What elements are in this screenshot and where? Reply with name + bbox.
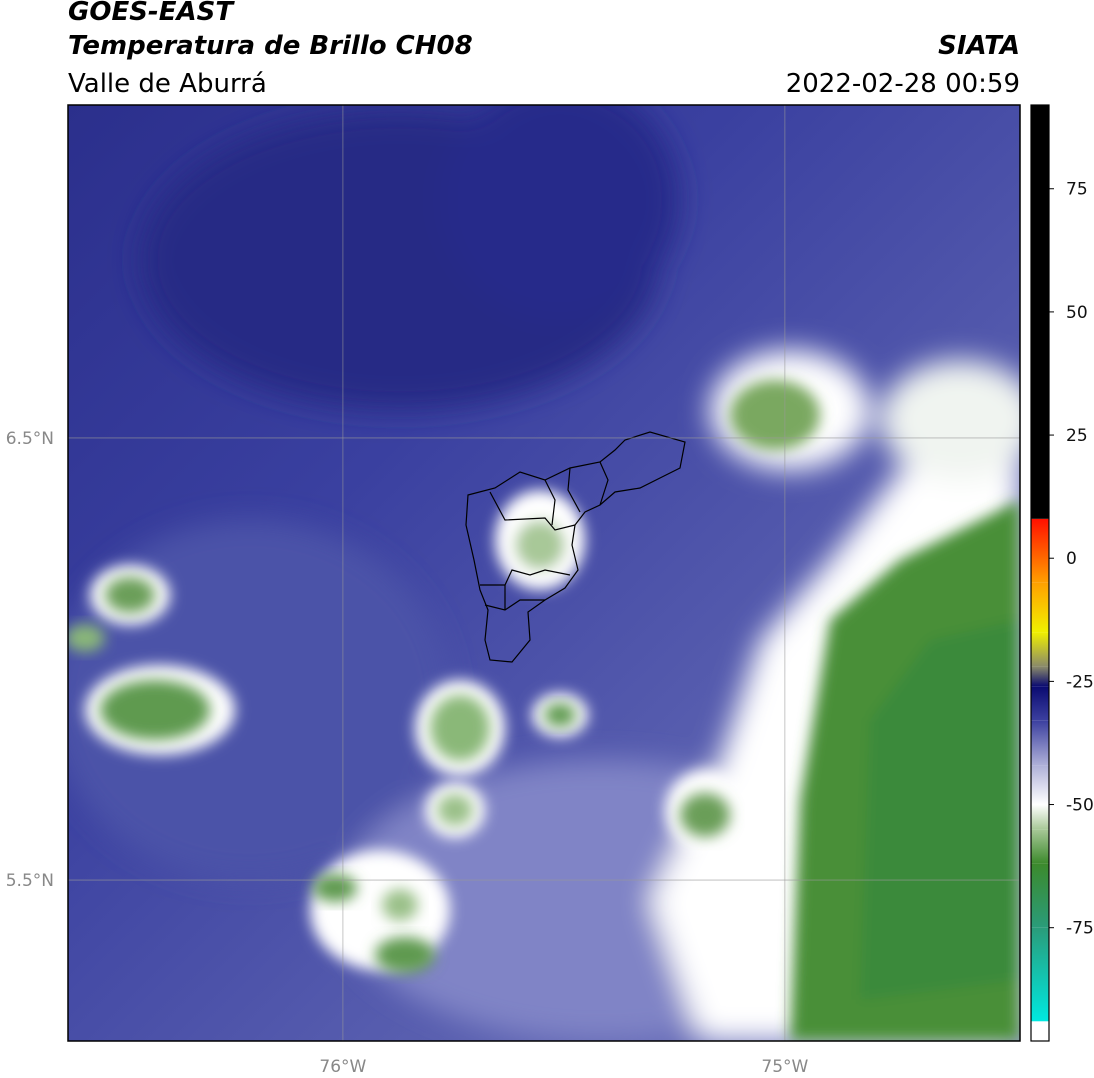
colorbar-segment [1031, 686, 1049, 721]
colorbar-segment [1031, 863, 1049, 928]
source: SIATA [938, 31, 1020, 61]
colorbar-segment [1031, 720, 1049, 766]
colorbar-tick-label: -25 [1066, 672, 1094, 692]
municipal-boundaries [465, 431, 686, 663]
colorbar-tick-label: 75 [1066, 180, 1088, 200]
colorbar-tick-label: -75 [1066, 919, 1094, 939]
colorbar-tick-label: 25 [1066, 426, 1088, 446]
colorbar-segment [1031, 765, 1049, 805]
colorbar-tick-label: 0 [1066, 549, 1077, 569]
colorbar-segment [1031, 804, 1049, 830]
colorbar-frame [1030, 104, 1050, 1042]
x-tick-label: 75°W [761, 1057, 808, 1077]
colorbar-segment [1031, 518, 1049, 583]
region: Valle de Aburrá [68, 69, 267, 99]
x-tick-label: 76°W [319, 1057, 366, 1077]
cloud-cells [68, 565, 745, 973]
title: GOES-EAST [68, 0, 235, 27]
colorbar-segment [1031, 829, 1049, 864]
y-tick-label: 5.5°N [6, 871, 54, 891]
colorbar-segment [1031, 582, 1049, 633]
map-frame [67, 104, 1021, 1042]
colorbar-segment [1031, 632, 1049, 667]
map-field [68, 105, 1020, 1041]
colorbar-segment [1031, 1021, 1049, 1041]
colorbar-segment [1031, 666, 1049, 687]
colorbar-segment [1031, 105, 1049, 519]
colorbar-segment [1031, 927, 1049, 1022]
colorbar-tick-label: 50 [1066, 303, 1088, 323]
datetime: 2022-02-28 00:59 [786, 69, 1020, 99]
colorbar-tick-label: -50 [1066, 796, 1094, 816]
y-tick-label: 6.5°N [6, 429, 54, 449]
subtitle: Temperatura de Brillo CH08 [68, 31, 473, 61]
